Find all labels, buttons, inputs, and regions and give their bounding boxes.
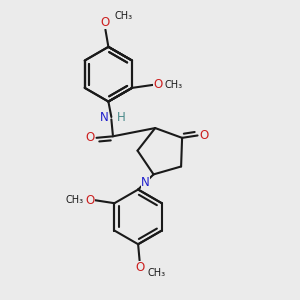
Text: H: H <box>117 110 125 124</box>
Text: CH₃: CH₃ <box>148 268 166 278</box>
Text: O: O <box>101 16 110 29</box>
Text: N: N <box>141 176 150 189</box>
Text: O: O <box>86 131 95 144</box>
Text: N: N <box>100 110 109 124</box>
Text: O: O <box>85 194 94 207</box>
Text: O: O <box>199 129 208 142</box>
Text: CH₃: CH₃ <box>66 195 84 205</box>
Text: CH₃: CH₃ <box>114 11 133 21</box>
Text: O: O <box>135 261 144 274</box>
Text: O: O <box>154 78 163 92</box>
Text: CH₃: CH₃ <box>164 80 182 90</box>
